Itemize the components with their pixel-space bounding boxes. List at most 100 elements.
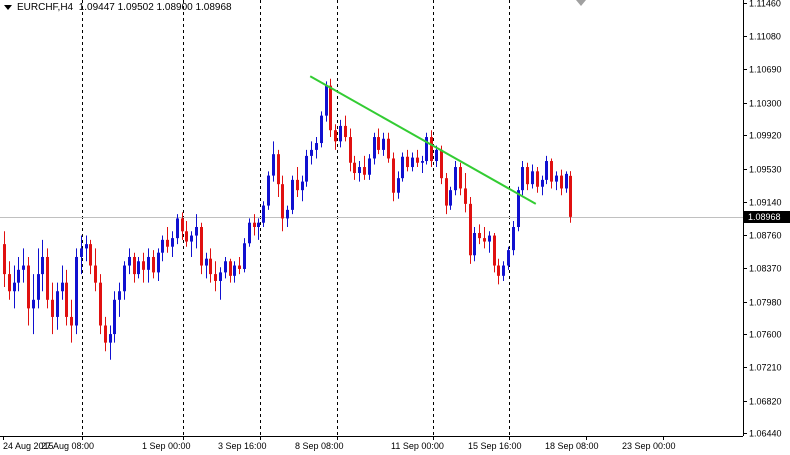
candle [325, 81, 328, 122]
candle-body [13, 282, 16, 292]
trendline[interactable] [309, 75, 537, 205]
candle-body [113, 299, 116, 335]
candle [109, 325, 112, 360]
candle-body [464, 188, 467, 204]
candle [536, 167, 539, 193]
dropdown-triangle-icon[interactable] [4, 4, 12, 10]
candle-body [325, 85, 328, 116]
candle-body [262, 205, 265, 223]
candle-body [473, 232, 476, 256]
candle-body [550, 161, 553, 182]
price-tick-label: 1.08760 [749, 231, 782, 241]
candle-body [497, 265, 500, 276]
candle [550, 158, 553, 189]
candle-body [94, 265, 97, 283]
candle [368, 154, 371, 180]
candle [377, 128, 380, 155]
symbol-header: EURCHF,H4 1.09447 1.09502 1.08900 1.0896… [4, 2, 232, 13]
candle [569, 171, 572, 223]
candle [507, 246, 510, 270]
candle [416, 149, 419, 168]
candle [521, 161, 524, 196]
candle [161, 235, 164, 262]
candle-body [3, 244, 6, 275]
candle [310, 141, 313, 165]
candle-body [75, 256, 78, 326]
candle [555, 171, 558, 191]
candle [445, 173, 448, 215]
candle-body [291, 179, 294, 210]
candlesticks [3, 78, 572, 360]
candle [421, 155, 424, 174]
candle-body [454, 167, 457, 191]
candle [526, 162, 529, 191]
candle [349, 128, 352, 172]
candle [464, 173, 467, 213]
candle [545, 155, 548, 185]
candle-body [243, 243, 246, 269]
candle-body [137, 261, 140, 275]
candle [257, 218, 260, 240]
candle-body [51, 299, 54, 317]
candle [541, 175, 544, 196]
candle [291, 175, 294, 215]
candle [171, 231, 174, 257]
candle-body [531, 171, 534, 185]
candle-body [416, 157, 419, 163]
price-tick-label: 1.10690 [749, 65, 782, 75]
chart-shift-triangle-icon[interactable] [576, 0, 586, 6]
candle [65, 269, 68, 326]
candle-body [392, 158, 395, 193]
price-tick-label: 1.07210 [749, 363, 782, 373]
candle [41, 239, 44, 292]
candle-body [176, 218, 179, 239]
candle-body [320, 115, 323, 144]
candle [70, 299, 73, 343]
time-tick-label: 24 Aug 2015 [3, 441, 54, 451]
candle [219, 267, 222, 300]
candle [185, 220, 188, 247]
candle [209, 248, 212, 283]
candle [3, 231, 6, 287]
price-tick-label: 1.09140 [749, 198, 782, 208]
candle [99, 274, 102, 335]
candle [181, 212, 184, 240]
chart-shift-marker[interactable] [576, 0, 586, 6]
candle [61, 265, 64, 300]
candle-body [152, 256, 155, 273]
candle [382, 132, 385, 156]
candle-body [315, 143, 318, 150]
candle-body [209, 258, 212, 275]
candle-body [65, 282, 68, 317]
candle [488, 231, 491, 253]
price-tick-label: 1.09530 [749, 165, 782, 175]
candle [305, 149, 308, 187]
candle [493, 232, 496, 273]
price-tick-label: 1.11460 [749, 0, 781, 9]
candle-body [56, 291, 59, 317]
candle [80, 235, 83, 275]
candle-body [502, 265, 505, 276]
candle [75, 248, 78, 335]
candle [502, 261, 505, 281]
price-tick-label: 1.07600 [749, 330, 782, 340]
candle [512, 220, 515, 256]
candle-body [545, 161, 548, 180]
candle-body [488, 235, 491, 242]
ohlc-values: 1.09447 1.09502 1.08900 1.08968 [78, 2, 232, 13]
candle [176, 214, 179, 245]
candle-body [99, 282, 102, 326]
candle-body [41, 256, 44, 275]
current-price-label: 1.08968 [748, 212, 781, 222]
candle [32, 274, 35, 335]
price-tick-label: 1.06820 [749, 397, 782, 407]
candle-body [32, 299, 35, 309]
candle-body [118, 291, 121, 300]
candle-body [406, 156, 409, 168]
candle [46, 248, 49, 309]
candle-body [157, 252, 160, 273]
candle-body [483, 238, 486, 242]
candle [435, 145, 438, 168]
candle-body [257, 222, 260, 227]
candle [449, 186, 452, 210]
